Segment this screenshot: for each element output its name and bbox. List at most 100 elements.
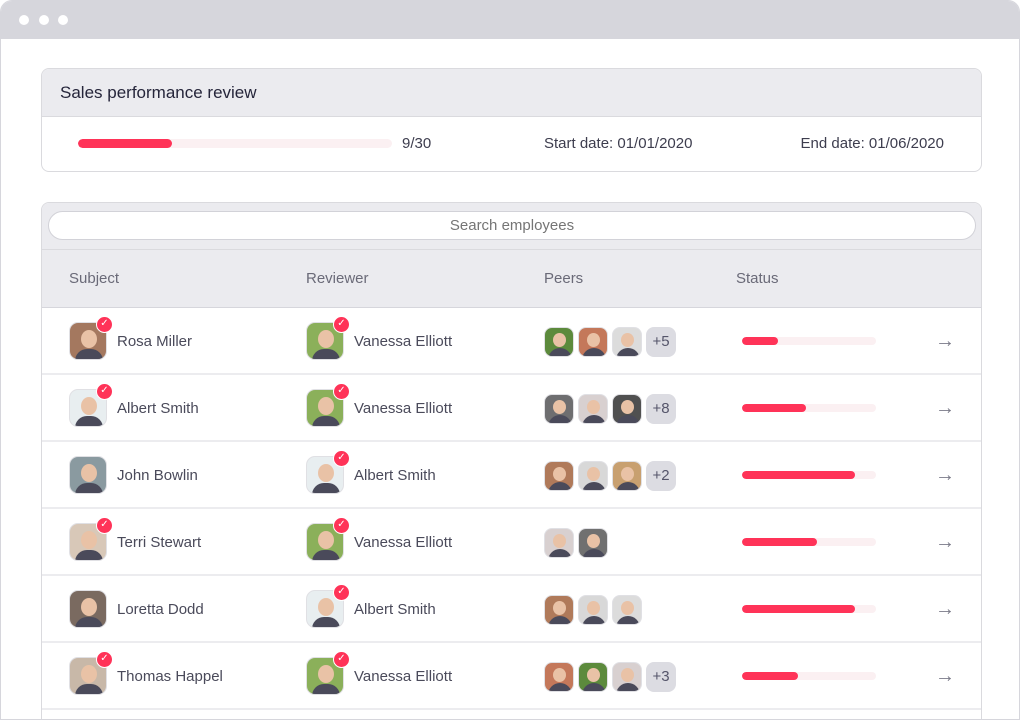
peers-cell (544, 528, 608, 558)
more-peers-badge[interactable]: +8 (646, 394, 676, 424)
subject-cell: ✓ Thomas Happel (69, 651, 223, 695)
subject-cell: ✓ Terri Stewart (69, 517, 201, 561)
avatar-face (81, 598, 97, 616)
peer-avatar (578, 528, 608, 558)
reviewer-cell: ✓ Vanessa Elliott (306, 316, 452, 360)
avatar-body (548, 616, 572, 624)
end-date: End date: 01/06/2020 (800, 135, 944, 152)
avatar-face (318, 665, 334, 683)
avatar-body (75, 684, 103, 694)
peer-avatar (544, 595, 574, 625)
subject-name: Rosa Miller (117, 332, 193, 350)
window-dot (58, 15, 68, 25)
avatar-body (312, 550, 340, 560)
review-summary-card: Sales performance review 9/30 Start date… (41, 68, 982, 172)
avatar-face (81, 464, 97, 482)
reviewer-avatar-wrap: ✓ (306, 651, 350, 695)
avatar-face (587, 467, 600, 481)
check-icon: ✓ (333, 450, 350, 467)
more-peers-badge[interactable]: +2 (646, 461, 676, 491)
window-dot (39, 15, 49, 25)
avatar-face (318, 397, 334, 415)
table-row[interactable]: John Bowlin ✓ Albert Smith +2 → (42, 442, 981, 509)
peers-cell: +2 (544, 461, 676, 491)
status-progress-fill (742, 672, 799, 680)
subject-avatar (69, 590, 107, 628)
title-bar (1, 1, 1019, 39)
arrow-right-icon[interactable]: → (935, 598, 955, 620)
peers-cell (544, 595, 642, 625)
status-progress-bar (742, 538, 876, 546)
subject-cell: ✓ Albert Smith (69, 383, 199, 427)
avatar-body (75, 349, 103, 359)
table-row[interactable]: ✓ Rosa Miller ✓ Vanessa Elliott +5 → (42, 308, 981, 375)
avatar-body (616, 616, 640, 624)
avatar-body (616, 683, 640, 691)
reviewer-cell: ✓ Albert Smith (306, 584, 436, 628)
avatar-body (312, 617, 340, 627)
subject-name: Thomas Happel (117, 667, 223, 685)
status-progress-bar (742, 404, 876, 412)
avatar-face (587, 333, 600, 347)
table-row[interactable]: ✓ Terri Stewart ✓ Vanessa Elliott → (42, 509, 981, 576)
avatar-face (587, 601, 600, 615)
table-row[interactable]: Loretta Dodd ✓ Albert Smith → (42, 576, 981, 643)
avatar-body (582, 482, 606, 490)
subject-name: Loretta Dodd (117, 600, 204, 618)
reviewer-avatar-wrap: ✓ (306, 450, 350, 494)
subject-avatar (69, 456, 107, 494)
avatar-body (548, 683, 572, 691)
avatar-body (312, 349, 340, 359)
subject-avatar (69, 657, 107, 695)
reviewer-cell: ✓ Albert Smith (306, 450, 436, 494)
avatar-face (587, 400, 600, 414)
check-icon: ✓ (333, 383, 350, 400)
reviewer-name: Vanessa Elliott (354, 667, 453, 685)
more-peers-badge[interactable]: +3 (646, 662, 676, 692)
avatar-body (548, 348, 572, 356)
review-progress-bar (78, 139, 392, 148)
arrow-right-icon[interactable]: → (935, 397, 955, 419)
avatar-body (582, 549, 606, 557)
reviewer-avatar-wrap: ✓ (306, 383, 350, 427)
avatar-face (553, 333, 566, 347)
status-progress-fill (742, 404, 807, 412)
peer-avatar (612, 394, 642, 424)
review-progress-text: 9/30 (402, 135, 432, 152)
check-icon: ✓ (333, 651, 350, 668)
arrow-right-icon[interactable]: → (935, 330, 955, 352)
arrow-right-icon[interactable]: → (935, 531, 955, 553)
peer-avatar (612, 461, 642, 491)
avatar-body (75, 617, 103, 627)
reviewer-name: Albert Smith (354, 600, 436, 618)
avatar-body (616, 348, 640, 356)
table-row[interactable]: ✓ Thomas Happel ✓ Vanessa Elliott +3 → (42, 643, 981, 710)
window-dot (19, 15, 29, 25)
arrow-right-icon[interactable]: → (935, 464, 955, 486)
peer-avatar (544, 394, 574, 424)
subject-avatar-wrap: ✓ (69, 651, 113, 695)
reviewer-cell: ✓ Vanessa Elliott (306, 517, 453, 561)
avatar-body (75, 550, 103, 560)
subject-avatar-wrap (69, 590, 107, 628)
reviewer-cell: ✓ Vanessa Elliott (306, 651, 453, 695)
avatar-face (553, 601, 566, 615)
table-row[interactable]: ✓ Albert Smith ✓ Vanessa Elliott +8 → (42, 375, 981, 442)
avatar-body (548, 549, 572, 557)
status-progress-bar (742, 672, 876, 680)
peer-avatar (578, 595, 608, 625)
avatar-face (553, 668, 566, 682)
employees-table: Subject Reviewer Peers Status ✓Rosa Mill… (41, 202, 982, 719)
avatar-face (553, 534, 566, 548)
reviewer-name: Vanessa Elliott (354, 399, 453, 417)
reviewer-name: Vanessa Elliott (354, 533, 453, 551)
peer-avatar (544, 662, 574, 692)
search-input[interactable] (48, 211, 976, 240)
arrow-right-icon[interactable]: → (935, 665, 955, 687)
avatar-face (553, 400, 566, 414)
review-progress-fill (78, 139, 173, 148)
more-peers-badge[interactable]: +5 (646, 327, 676, 357)
peers-cell: +3 (544, 662, 676, 692)
avatar-face (621, 400, 634, 414)
